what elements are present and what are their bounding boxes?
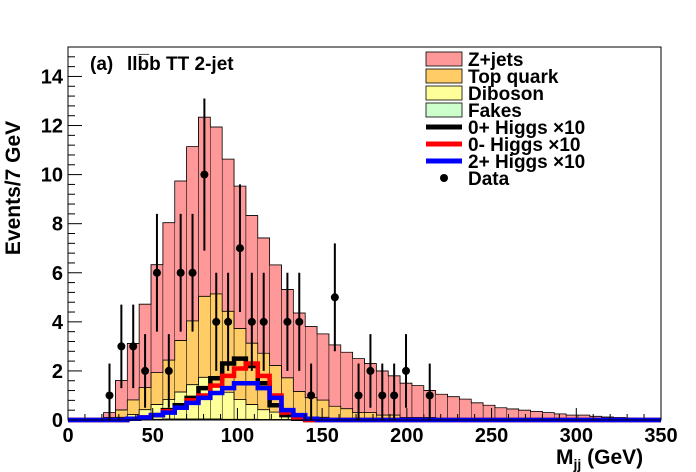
x-tick-label: 50 <box>142 425 164 447</box>
data-point <box>330 293 339 302</box>
data-point <box>366 366 375 375</box>
data-point <box>176 268 185 277</box>
x-tick-label: 350 <box>644 425 677 447</box>
y-tick-label: 12 <box>41 116 63 138</box>
x-axis-title-sub: jj <box>573 456 582 472</box>
x-tick-label: 200 <box>390 425 423 447</box>
x-tick-label: 150 <box>305 425 338 447</box>
data-point <box>188 268 197 277</box>
data-point <box>259 317 268 326</box>
y-tick-label: 6 <box>52 263 63 285</box>
x-tick-label: 250 <box>475 425 508 447</box>
data-point <box>129 342 138 351</box>
x-axis-title: Mjj (GeV) <box>556 446 643 472</box>
legend-label: Z+jets <box>468 50 523 71</box>
legend-swatch <box>425 102 463 118</box>
legend-label: 0- Higgs ×10 <box>468 135 580 156</box>
data-point <box>200 170 209 179</box>
legend-swatch <box>425 68 463 84</box>
y-tick-label: 4 <box>52 312 64 334</box>
data-point <box>152 268 161 277</box>
y-tick-label: 0 <box>52 410 63 432</box>
y-tick-label: 8 <box>52 214 63 236</box>
data-point <box>235 244 244 253</box>
legend-label: Data <box>468 169 510 190</box>
panel-label: (a) <box>90 54 113 75</box>
x-tick-label: 300 <box>560 425 593 447</box>
channel-label: llb̅b TT 2-jet <box>127 54 234 75</box>
legend-label: Fakes <box>468 101 522 122</box>
y-tick-label: 2 <box>52 361 63 383</box>
data-point <box>354 391 363 400</box>
legend-swatch <box>425 85 463 101</box>
data-point <box>247 317 256 326</box>
data-point <box>425 391 434 400</box>
legend-label: Diboson <box>468 84 544 105</box>
y-tick-label: 14 <box>41 66 64 88</box>
data-points <box>105 98 434 420</box>
legend-label: Top quark <box>468 67 559 88</box>
x-tick-label: 0 <box>62 425 73 447</box>
data-point <box>117 342 126 351</box>
data-point <box>283 317 292 326</box>
data-point <box>402 366 411 375</box>
data-point <box>390 391 399 400</box>
data-point <box>105 391 114 400</box>
x-axis-title-unit: (GeV) <box>581 446 643 469</box>
data-point <box>378 391 387 400</box>
legend-marker <box>440 174 448 182</box>
data-point <box>141 366 150 375</box>
axes: 0 50 100 150 200 250 300 350 0 2 4 6 8 10 12 14 <box>41 56 678 447</box>
data-point <box>212 317 221 326</box>
data-point <box>295 317 304 326</box>
legend-label: 2+ Higgs ×10 <box>468 152 585 173</box>
data-point <box>164 366 173 375</box>
legend-label: 0+ Higgs ×10 <box>468 118 585 139</box>
y-tick-label: 10 <box>41 165 63 187</box>
legend-swatch <box>425 51 463 67</box>
x-axis-title-main: M <box>556 446 574 469</box>
x-tick-label: 100 <box>221 425 254 447</box>
y-axis-title: Events/7 GeV <box>2 121 25 255</box>
data-point <box>224 317 233 326</box>
data-point <box>307 391 316 400</box>
